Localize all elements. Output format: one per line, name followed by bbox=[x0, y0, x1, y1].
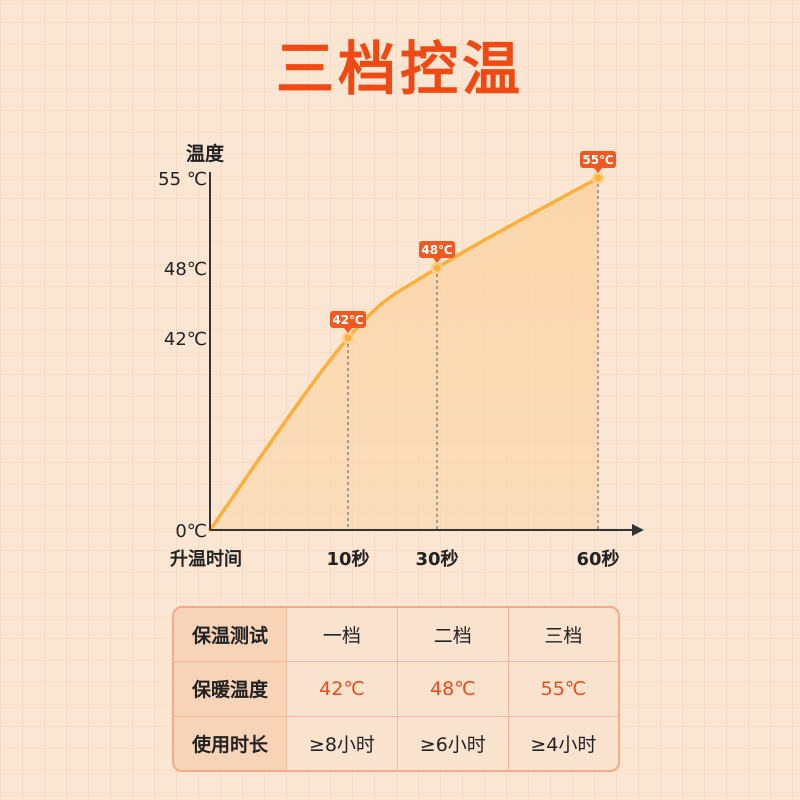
data-label-1: 42℃ bbox=[332, 313, 363, 327]
table-cell: 48℃ bbox=[397, 662, 509, 717]
table-cell: ≥8小时 bbox=[287, 716, 398, 770]
area-fill bbox=[210, 178, 598, 530]
data-point-1 bbox=[344, 334, 352, 342]
x-tick-label-1: 10秒 bbox=[326, 548, 369, 570]
data-label-pointer-3 bbox=[594, 168, 602, 173]
table-cell: 一档 bbox=[287, 608, 398, 663]
y-tick-label-4: 0℃ bbox=[175, 521, 207, 542]
data-label-pointer-2 bbox=[433, 258, 441, 263]
x-axis-title: 升温时间 bbox=[170, 549, 242, 570]
x-axis-arrow bbox=[632, 524, 644, 536]
table-cell: ≥4小时 bbox=[530, 733, 597, 756]
y-tick-label-1: 55 ℃ bbox=[158, 169, 207, 190]
y-axis-title: 温度 bbox=[186, 142, 225, 165]
data-label-2: 48℃ bbox=[421, 243, 452, 257]
y-tick-label-2: 48℃ bbox=[164, 259, 207, 280]
table-cell: 42℃ bbox=[287, 662, 398, 717]
data-point-3 bbox=[594, 174, 602, 182]
table-cell: 二档 bbox=[397, 608, 509, 663]
data-label-box-3 bbox=[580, 151, 616, 168]
spec-table: 保温测试 一档 二档 三档 保暖温度 42℃ 48℃ 55℃ 使用时长 ≥8小时 ≥6小时 ≥4小时 bbox=[172, 606, 620, 772]
table-row: 保温测试 一档 二档 三档 bbox=[174, 608, 618, 663]
table-row: 保暖温度 42℃ 48℃ 55℃ bbox=[174, 662, 618, 717]
table-row: 使用时长 ≥8小时 ≥6小时 ≥4小时 bbox=[174, 716, 618, 770]
x-tick-label-3: 60秒 bbox=[576, 548, 619, 570]
y-tick-label-3: 42℃ bbox=[164, 329, 207, 350]
series-line bbox=[208, 176, 600, 532]
table-cell: 三档 bbox=[508, 608, 618, 663]
data-point-2 bbox=[433, 264, 441, 272]
data-label-box-2 bbox=[419, 241, 455, 258]
row-header: 使用时长 bbox=[174, 716, 287, 770]
data-label-3: 55℃ bbox=[582, 153, 613, 167]
table-cell: ≥6小时 bbox=[398, 716, 509, 770]
row-header: 保温测试 bbox=[174, 608, 287, 663]
page-title: 三档控温 bbox=[275, 35, 524, 103]
x-tick-label-2: 30秒 bbox=[415, 548, 458, 570]
data-label-pointer-1 bbox=[344, 328, 352, 333]
table-cell: 55℃ bbox=[508, 662, 618, 717]
data-label-box-1 bbox=[330, 311, 366, 328]
row-header: 保暖温度 bbox=[174, 662, 287, 717]
